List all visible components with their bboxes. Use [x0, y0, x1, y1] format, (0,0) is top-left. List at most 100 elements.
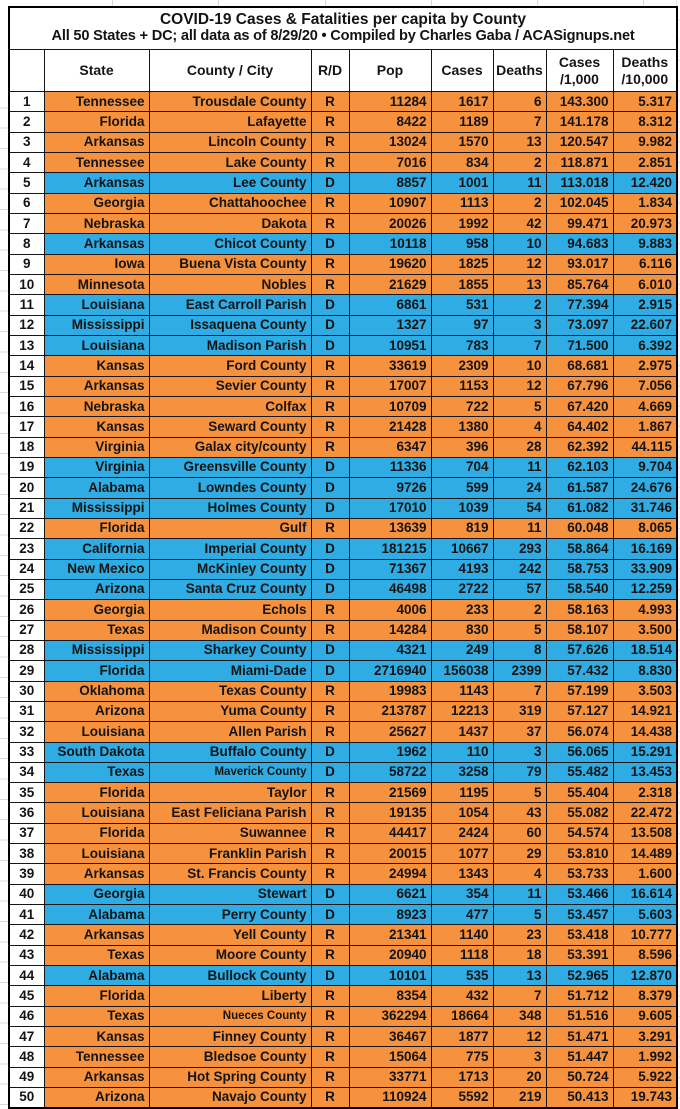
party-cell: R — [310, 355, 350, 377]
deaths-cell: 12 — [492, 253, 547, 275]
party-cell: D — [310, 660, 350, 682]
party-cell: D — [310, 233, 350, 255]
pop-cell: 11284 — [348, 90, 432, 113]
party-cell: R — [310, 985, 350, 1007]
county-cell: Bullock County — [148, 965, 312, 987]
table-row: 42 Arkansas Yell County R 21341 1140 23 53.418 1… — [8, 924, 678, 946]
rank-cell: 42 — [8, 924, 45, 946]
party-cell: R — [310, 802, 350, 824]
deaths-per-10000-cell: 3.291 — [612, 1026, 678, 1048]
county-cell: Moore County — [148, 944, 312, 967]
county-cell: Franklin Parish — [148, 843, 312, 865]
cases-cell: 531 — [430, 294, 494, 316]
cases-cell: 775 — [430, 1046, 494, 1068]
pop-cell: 20026 — [348, 212, 432, 235]
county-cell: Yell County — [148, 924, 312, 946]
county-cell: Buffalo County — [148, 741, 312, 763]
cases-per-1000-cell: 113.018 — [545, 172, 614, 194]
title-block: COVID-19 Cases & Fatalities per capita b… — [8, 6, 678, 50]
deaths-cell: 2 — [492, 151, 547, 174]
table-row: 1 Tennessee Trousdale County R 11284 1617 6 143… — [8, 90, 678, 113]
party-cell: R — [310, 782, 350, 804]
county-cell: Taylor — [148, 782, 312, 804]
deaths-per-10000-cell: 8.065 — [612, 517, 678, 540]
table-row: 39 Arkansas St. Francis County R 24994 1343 4 5… — [8, 863, 678, 885]
county-cell: Santa Cruz County — [148, 578, 312, 601]
pop-cell: 13024 — [348, 131, 432, 153]
table-row: 48 Tennessee Bledsoe County R 15064 775 3 51.44… — [8, 1046, 678, 1068]
rank-cell: 20 — [8, 477, 45, 499]
table-row: 13 Louisiana Madison Parish D 10951 783 7 71.50… — [8, 334, 678, 357]
rank-cell: 2 — [8, 111, 45, 133]
deaths-cell: 7 — [492, 334, 547, 357]
party-cell: R — [310, 212, 350, 235]
deaths-cell: 10 — [492, 355, 547, 377]
rank-cell: 33 — [8, 741, 45, 763]
background-gridline-tick — [431, 0, 432, 6]
deaths-per-10000-cell: 16.169 — [612, 538, 678, 560]
cases-cell: 2309 — [430, 355, 494, 377]
col-header-deaths-per-10000-line2: /10,000 — [621, 70, 669, 87]
cases-cell: 535 — [430, 965, 494, 987]
pop-cell: 21428 — [348, 416, 432, 438]
party-cell: D — [310, 497, 350, 519]
cases-per-1000-cell: 57.199 — [545, 680, 614, 702]
county-cell: Sevier County — [148, 375, 312, 397]
state-cell: Arizona — [43, 578, 150, 601]
covid-county-table: COVID-19 Cases & Fatalities per capita b… — [8, 6, 679, 1109]
pop-cell: 71367 — [348, 558, 432, 580]
cases-per-1000-cell: 50.413 — [545, 1087, 614, 1109]
pop-cell: 11336 — [348, 456, 432, 479]
rank-cell: 29 — [8, 660, 45, 682]
table-row: 17 Kansas Seward County R 21428 1380 4 64.402 1.… — [8, 416, 678, 438]
rank-cell: 26 — [8, 599, 45, 621]
state-cell: South Dakota — [43, 741, 150, 763]
deaths-per-10000-cell: 6.010 — [612, 273, 678, 296]
party-cell: R — [310, 1087, 350, 1109]
cases-cell: 1825 — [430, 253, 494, 275]
party-cell: R — [310, 619, 350, 641]
cases-per-1000-cell: 57.626 — [545, 639, 614, 662]
deaths-per-10000-cell: 7.056 — [612, 375, 678, 397]
state-cell: Florida — [43, 782, 150, 804]
state-cell: Kansas — [43, 1026, 150, 1048]
party-cell: R — [310, 192, 350, 214]
table-title: COVID-19 Cases & Fatalities per capita b… — [159, 11, 527, 29]
deaths-cell: 11 — [492, 883, 547, 906]
party-cell: R — [310, 1046, 350, 1068]
rank-cell: 7 — [8, 212, 45, 235]
party-cell: R — [310, 416, 350, 438]
table-row: 36 Louisiana East Feliciana Parish R 19135 10… — [8, 802, 678, 824]
deaths-cell: 20 — [492, 1066, 547, 1089]
county-cell: Lincoln County — [148, 131, 312, 153]
party-cell: D — [310, 314, 350, 336]
cases-cell: 1118 — [430, 944, 494, 967]
col-header-deaths-per-10000-line1: Deaths — [621, 53, 669, 70]
deaths-per-10000-cell: 14.921 — [612, 700, 678, 723]
cases-per-1000-cell: 58.540 — [545, 578, 614, 601]
rank-cell: 3 — [8, 131, 45, 153]
deaths-per-10000-cell: 19.743 — [612, 1087, 678, 1109]
deaths-per-10000-cell: 9.883 — [612, 233, 678, 255]
cases-per-1000-cell: 62.103 — [545, 456, 614, 479]
rank-cell: 8 — [8, 233, 45, 255]
deaths-cell: 57 — [492, 578, 547, 601]
deaths-per-10000-cell: 1.600 — [612, 863, 678, 885]
deaths-cell: 5 — [492, 904, 547, 926]
rank-cell: 34 — [8, 761, 45, 784]
cases-per-1000-cell: 51.712 — [545, 985, 614, 1007]
pop-cell: 8422 — [348, 111, 432, 133]
deaths-per-10000-cell: 2.318 — [612, 782, 678, 804]
cases-cell: 477 — [430, 904, 494, 926]
cases-cell: 249 — [430, 639, 494, 662]
rank-cell: 27 — [8, 619, 45, 641]
deaths-per-10000-cell: 9.704 — [612, 456, 678, 479]
rank-cell: 6 — [8, 192, 45, 214]
deaths-per-10000-cell: 12.870 — [612, 965, 678, 987]
county-cell: Lee County — [148, 172, 312, 194]
table-row: 50 Arizona Navajo County R 110924 5592 219 50.4… — [8, 1087, 678, 1109]
deaths-per-10000-cell: 16.614 — [612, 883, 678, 906]
table-row: 47 Kansas Finney County R 36467 1877 12 51.471 3… — [8, 1026, 678, 1048]
county-cell: Chicot County — [148, 233, 312, 255]
cases-cell: 1054 — [430, 802, 494, 824]
